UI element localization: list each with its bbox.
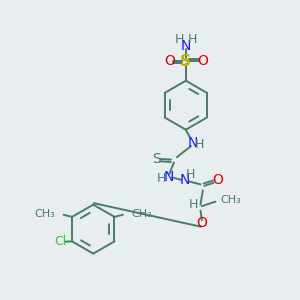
Text: S: S xyxy=(152,152,161,166)
Text: CH₃: CH₃ xyxy=(34,209,55,219)
Text: N: N xyxy=(188,136,199,150)
Text: O: O xyxy=(164,54,175,68)
Text: N: N xyxy=(181,39,191,53)
Text: O: O xyxy=(196,216,207,230)
Text: N: N xyxy=(163,170,174,184)
Text: H: H xyxy=(188,33,197,46)
Text: CH₃: CH₃ xyxy=(131,209,152,219)
Text: H: H xyxy=(175,33,184,46)
Text: H: H xyxy=(156,172,166,185)
Text: S: S xyxy=(180,54,191,69)
Text: H: H xyxy=(195,137,205,151)
Text: H: H xyxy=(188,198,198,211)
Text: CH₃: CH₃ xyxy=(221,195,242,205)
Text: O: O xyxy=(197,54,208,68)
Text: N: N xyxy=(180,173,190,187)
Text: H: H xyxy=(186,168,196,181)
Text: Cl: Cl xyxy=(54,236,66,248)
Text: O: O xyxy=(212,173,223,187)
